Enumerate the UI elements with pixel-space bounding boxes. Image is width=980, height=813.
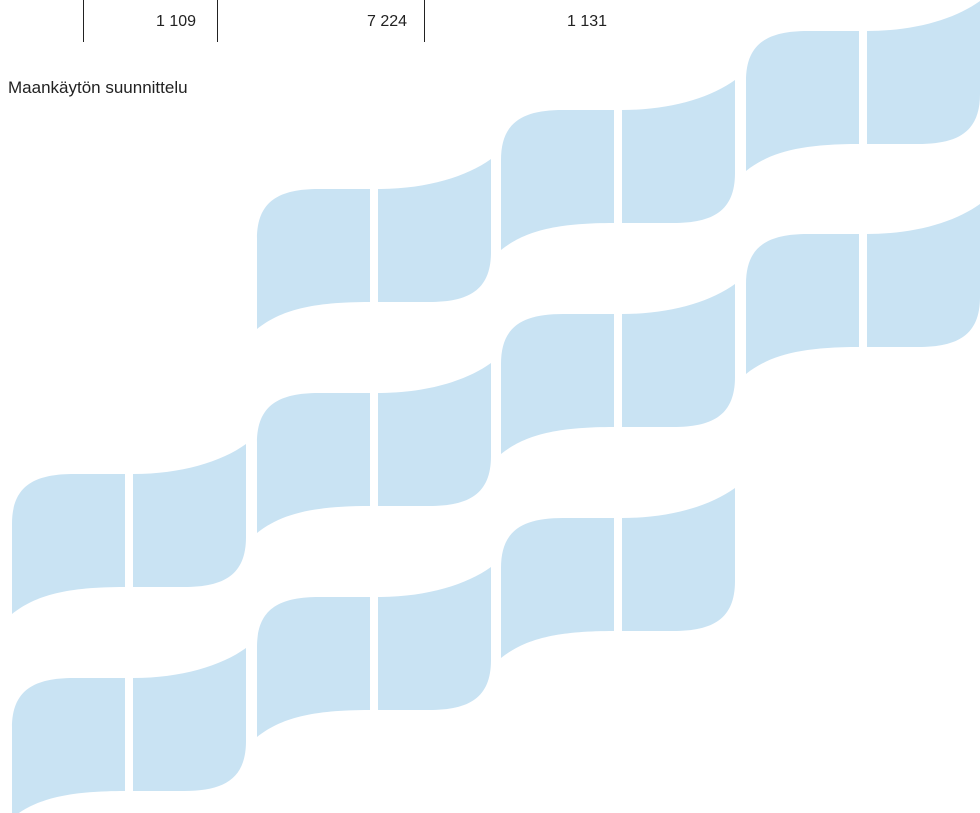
wave-tile-right [622, 488, 735, 631]
section-heading: Maankäytön suunnittelu [8, 78, 188, 97]
wave-tile-right [378, 159, 491, 302]
table-column-divider [217, 0, 218, 42]
wave-tile-left [257, 189, 370, 329]
wave-tile-right [622, 80, 735, 223]
wave-tile-left [746, 31, 859, 171]
table-row-fragment: 1 109 7 224 1 131 [0, 0, 640, 42]
wave-tile-left [501, 110, 614, 250]
wave-tile-right [867, 204, 980, 347]
wave-tile-left [257, 597, 370, 737]
wave-tile-left [12, 474, 125, 614]
wave-tile-right [133, 648, 246, 791]
table-cell: 1 109 [156, 13, 197, 30]
wave-tile-left [257, 393, 370, 533]
table-column-divider [83, 0, 84, 42]
table-cell: 1 131 [567, 13, 608, 30]
wave-tile-right [378, 363, 491, 506]
table-column-divider [424, 0, 425, 42]
wave-tile-right [133, 444, 246, 587]
wave-tile-left [12, 678, 125, 813]
wave-tile-right [378, 567, 491, 710]
wave-tile-left [501, 314, 614, 454]
wave-tile-right [867, 1, 980, 144]
table-cell: 7 224 [367, 13, 408, 30]
wave-tile-left [746, 234, 859, 374]
wave-tile-right [622, 284, 735, 427]
wave-tile-left [501, 518, 614, 658]
